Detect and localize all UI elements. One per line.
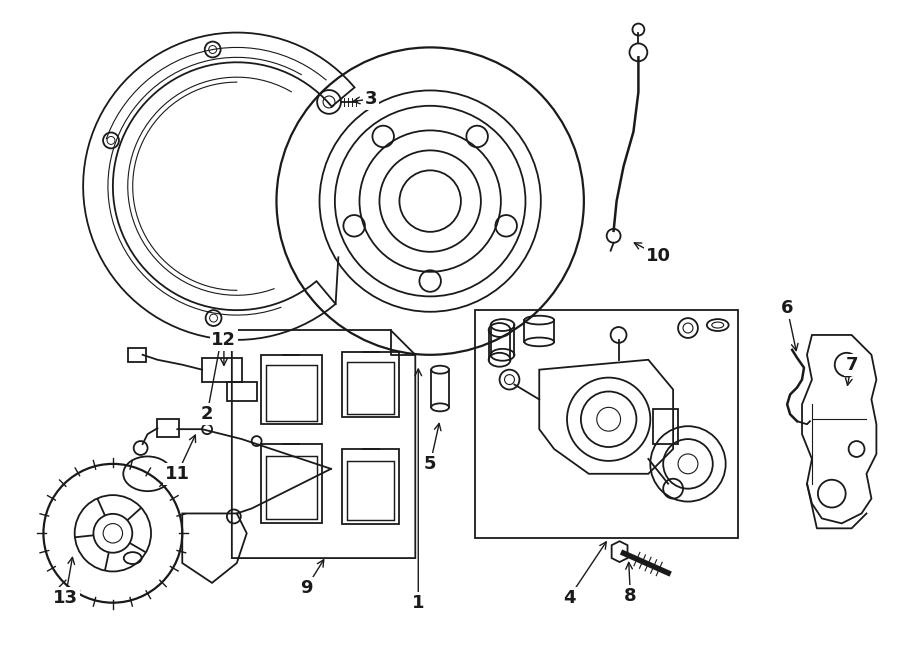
Text: 13: 13 [53,589,77,607]
Text: 9: 9 [300,579,312,597]
Text: 11: 11 [165,465,190,483]
Bar [475,310,738,538]
Text: 3: 3 [364,90,377,108]
Bar [158,419,179,437]
Text: 8: 8 [625,587,637,605]
Bar [202,357,242,381]
Text: 4: 4 [562,589,575,607]
Text: 5: 5 [424,455,436,473]
Bar [128,348,146,361]
Bar [227,381,256,401]
Text: 2: 2 [201,405,213,423]
Text: 6: 6 [781,299,794,317]
Text: 12: 12 [212,331,237,349]
Text: 10: 10 [645,247,670,265]
Text: 1: 1 [412,594,425,612]
Text: 7: 7 [845,355,858,374]
